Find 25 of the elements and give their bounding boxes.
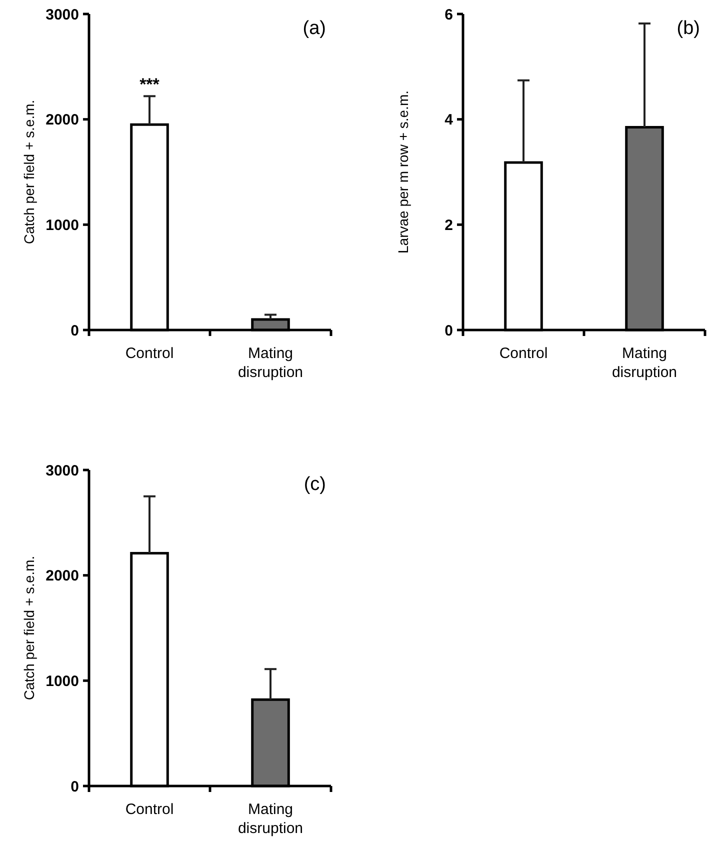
x-tick-label: Mating disruption <box>238 345 304 381</box>
chart-title: (c) <box>304 474 326 495</box>
y-tick-label: 0 <box>70 322 79 340</box>
x-tick-label: Mating disruption <box>238 801 304 837</box>
y-tick-label: 4 <box>444 112 454 129</box>
y-tick-label: 1000 <box>46 216 79 234</box>
x-tick-label: Mating disruption <box>612 345 678 381</box>
y-tick-label: 3000 <box>46 6 79 24</box>
chart-title: (b) <box>676 18 700 39</box>
x-tick-label: Control <box>499 345 548 362</box>
y-tick-label: 0 <box>70 778 79 796</box>
y-tick-label: 0 <box>444 322 453 340</box>
annotation: *** <box>140 75 160 94</box>
x-tick-label: Control <box>125 801 174 818</box>
x-tick-label: Control <box>125 345 174 362</box>
y-tick-label: 3000 <box>46 462 79 480</box>
y-tick-label: 2000 <box>46 112 79 129</box>
y-axis-title: Catch per field + s.e.m. <box>21 556 37 700</box>
y-tick-label: 2 <box>444 216 453 234</box>
y-tick-label: 6 <box>444 6 453 24</box>
y-tick-label: 1000 <box>46 672 79 690</box>
chart-title: (a) <box>302 18 326 39</box>
y-tick-label: 2000 <box>46 568 79 585</box>
y-axis-title: Larvae per m row + s.e.m. <box>395 90 411 254</box>
y-axis-title: Catch per field + s.e.m. <box>21 100 37 244</box>
